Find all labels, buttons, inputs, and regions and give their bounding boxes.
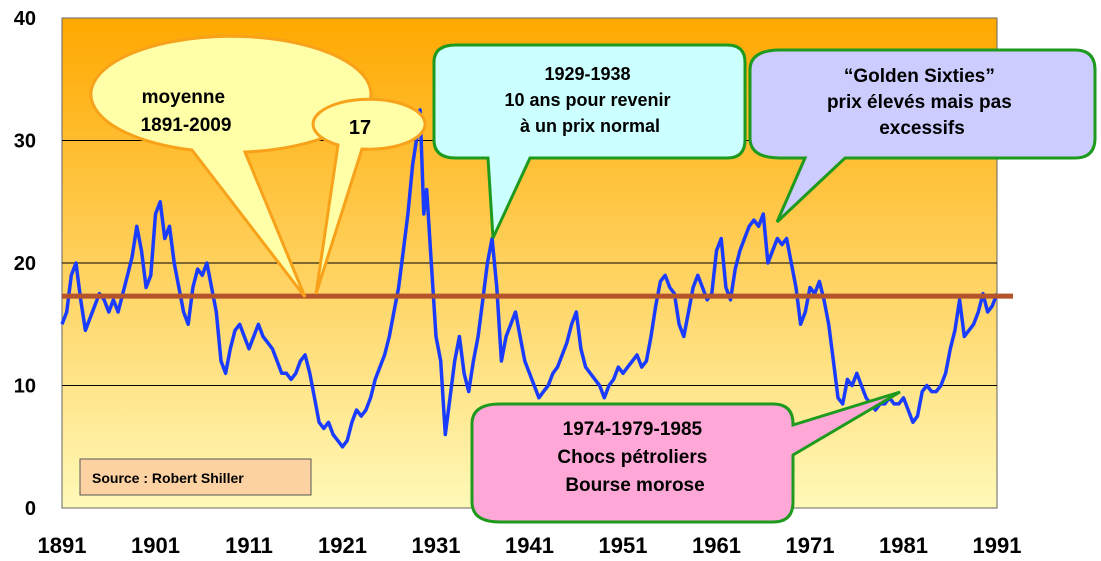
x-axis: 1891 1901 1911 1921 1931 1941 1951 1961 1971 1981… — [38, 533, 1022, 558]
callout-17-bubble — [311, 97, 427, 295]
x-tick-label: 1891 — [38, 533, 87, 558]
x-tick-label: 1901 — [131, 533, 180, 558]
callout-sixties-line: prix élevés mais pas — [827, 92, 1012, 113]
x-tick-label: 1961 — [692, 533, 741, 558]
callout-moyenne-line: moyenne — [142, 87, 225, 108]
callout-sixties-line: “Golden Sixties” — [844, 66, 995, 87]
callout-crash-bubble — [432, 43, 747, 239]
svg-text:1974-1979-1985 Chocs pét: 1974-1979-1985 Chocs pétroliers Bourse m… — [557, 419, 712, 496]
x-tick-label: 1941 — [505, 533, 554, 558]
callout-crash: 1929-1938 10 ans pour revenir à un prix … — [432, 43, 747, 239]
x-tick-label: 1921 — [318, 533, 367, 558]
callout-sixties-bubble — [748, 48, 1097, 224]
source-box: Source : Robert Shiller — [79, 458, 312, 496]
callout-crash-line: 10 ans pour revenir — [504, 90, 670, 110]
x-tick-label: 1991 — [973, 533, 1022, 558]
y-tick-label: 30 — [14, 131, 36, 153]
callout-crash-line: à un prix normal — [520, 116, 660, 136]
svg-text:moyenne 1891-2009: moyenne 1891-2009 — [141, 87, 232, 136]
y-tick-label: 20 — [14, 253, 36, 275]
series-line — [60, 108, 999, 449]
callout-crash-line: 1929-1938 — [544, 64, 630, 84]
callout-17: 17 — [311, 97, 427, 295]
y-tick-label: 10 — [14, 376, 36, 398]
callout-oil-line: Chocs pétroliers — [557, 447, 707, 468]
x-tick-label: 1951 — [599, 533, 648, 558]
x-tick-label: 1911 — [225, 533, 273, 558]
y-tick-label: 0 — [25, 498, 36, 520]
x-tick-label: 1931 — [412, 533, 461, 558]
callout-sixties: “Golden Sixties” prix élevés mais pas ex… — [748, 48, 1097, 224]
source-label: Source : Robert Shiller — [92, 470, 244, 486]
svg-text:“Golden Sixties” prix él: “Golden Sixties” prix élevés mais pas ex… — [827, 66, 1017, 139]
callout-moyenne: moyenne 1891-2009 — [89, 34, 373, 298]
y-axis: 0 10 20 30 40 — [14, 8, 36, 520]
callout-oil-line: 1974-1979-1985 — [563, 419, 703, 440]
x-tick-label: 1981 — [879, 533, 928, 558]
callout-17-label: 17 — [349, 117, 371, 139]
callout-oil-bubble — [470, 390, 901, 524]
source-box-bg — [79, 458, 312, 496]
callout-moyenne-line: 1891-2009 — [141, 115, 232, 136]
callout-sixties-line: excessifs — [879, 118, 965, 139]
svg-text:1929-1938 10 ans pour re: 1929-1938 10 ans pour revenir à un prix … — [504, 64, 675, 136]
x-tick-label: 1971 — [786, 533, 835, 558]
y-tick-label: 40 — [14, 8, 36, 30]
callout-oil: 1974-1979-1985 Chocs pétroliers Bourse m… — [470, 390, 901, 524]
callout-oil-line: Bourse morose — [565, 475, 704, 496]
